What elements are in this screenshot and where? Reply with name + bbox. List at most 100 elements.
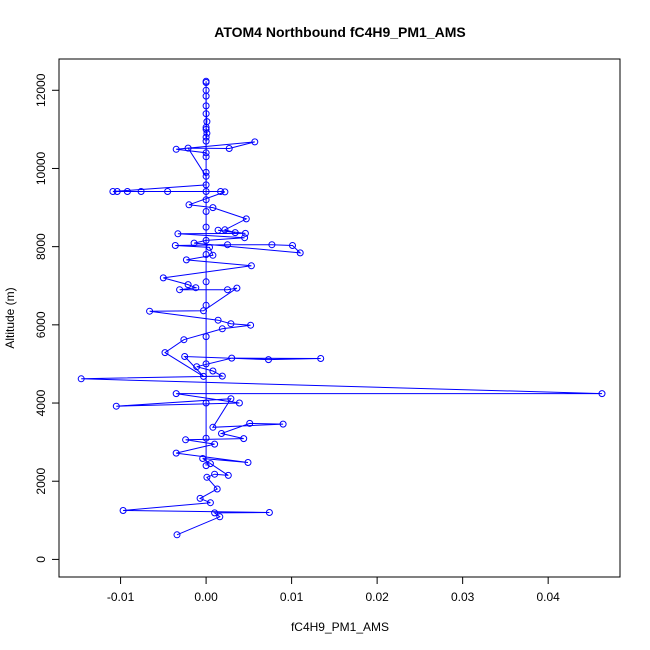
x-tick-label: 0.04 (536, 590, 560, 604)
data-point (218, 430, 225, 437)
data-point (202, 149, 210, 157)
data-point (202, 399, 210, 407)
data-point (209, 367, 217, 375)
chart-title: ATOM4 Northbound fC4H9_PM1_AMS (214, 24, 466, 40)
data-point (202, 236, 210, 244)
y-tick-label: 8000 (34, 233, 48, 260)
data-point (77, 375, 85, 383)
data-point (164, 188, 172, 195)
x-axis-label: fC4H9_PM1_AMS (291, 620, 389, 634)
data-point (211, 440, 219, 448)
data-point (241, 234, 249, 242)
data-point (193, 363, 201, 371)
data-point (202, 77, 210, 85)
y-tick-label: 0 (34, 556, 48, 563)
data-point (173, 531, 181, 539)
data-point (202, 110, 210, 118)
data-point (119, 507, 127, 514)
data-point (214, 316, 222, 324)
data-point (202, 133, 210, 141)
data-point (172, 390, 180, 398)
data-point (202, 434, 210, 442)
data-point (202, 333, 210, 341)
x-axis: -0.01 0.00 0.01 0.02 0.03 0.04 (107, 576, 560, 604)
y-tick-label: 6000 (34, 311, 48, 338)
data-point (184, 144, 192, 152)
y-tick-label: 12000 (34, 73, 48, 107)
data-point (171, 242, 179, 249)
data-point (159, 274, 167, 282)
data-point (202, 360, 210, 368)
data-point (247, 321, 255, 329)
data-point (231, 229, 239, 237)
data-point (202, 223, 210, 231)
data-point (213, 485, 221, 493)
data-point (202, 181, 210, 189)
data-point (317, 355, 325, 362)
data-point (206, 460, 214, 468)
data-point (216, 513, 224, 521)
y-tick-label: 2000 (34, 468, 48, 495)
data-point (221, 188, 229, 196)
data-point (202, 86, 210, 94)
data-point (211, 509, 219, 517)
series-line (81, 81, 603, 536)
data-point (161, 349, 169, 357)
data-point (225, 145, 233, 152)
data-point (247, 262, 255, 270)
data-point (182, 256, 190, 264)
x-tick-label: 0.03 (451, 590, 475, 604)
data-point (598, 390, 606, 398)
data-point (206, 243, 213, 251)
data-point (202, 278, 210, 286)
data-point (202, 125, 210, 133)
data-point (221, 226, 229, 234)
data-point (265, 509, 273, 516)
data-point (202, 462, 210, 470)
data-point (202, 153, 210, 161)
data-point (241, 229, 249, 237)
data-point (185, 201, 193, 209)
data-point (209, 204, 217, 212)
data-point (199, 455, 207, 462)
data-point (224, 241, 231, 249)
data-point (202, 102, 210, 110)
data-point (289, 242, 296, 249)
y-tick-label: 4000 (34, 389, 48, 416)
x-tick-label: -0.01 (107, 590, 135, 604)
data-point (109, 188, 117, 195)
y-axis-label: Altitude (m) (3, 287, 17, 348)
data-point (146, 307, 154, 315)
data-point (209, 251, 217, 259)
data-point (224, 471, 232, 479)
data-point (246, 419, 254, 427)
data-point (202, 301, 210, 309)
data-point (172, 449, 180, 457)
data-point (182, 436, 190, 444)
data-point (202, 168, 210, 176)
data-point (279, 420, 287, 428)
data-point (174, 230, 182, 238)
data-point (113, 188, 121, 195)
plot-layer (77, 77, 606, 539)
data-point (200, 372, 207, 380)
data-point (251, 138, 259, 146)
data-point (296, 249, 304, 257)
data-point (137, 188, 145, 195)
y-tick-label: 10000 (34, 151, 48, 185)
data-point (176, 286, 184, 294)
data-point (180, 336, 188, 344)
data-point (112, 402, 120, 410)
data-point (240, 435, 248, 443)
x-tick-label: 0.00 (194, 590, 218, 604)
data-point (211, 470, 219, 478)
data-point (228, 354, 236, 362)
data-point (202, 196, 210, 204)
data-point (190, 239, 198, 247)
data-point (202, 208, 210, 215)
data-point (192, 284, 200, 292)
data-point (202, 188, 210, 195)
data-point (218, 325, 226, 333)
